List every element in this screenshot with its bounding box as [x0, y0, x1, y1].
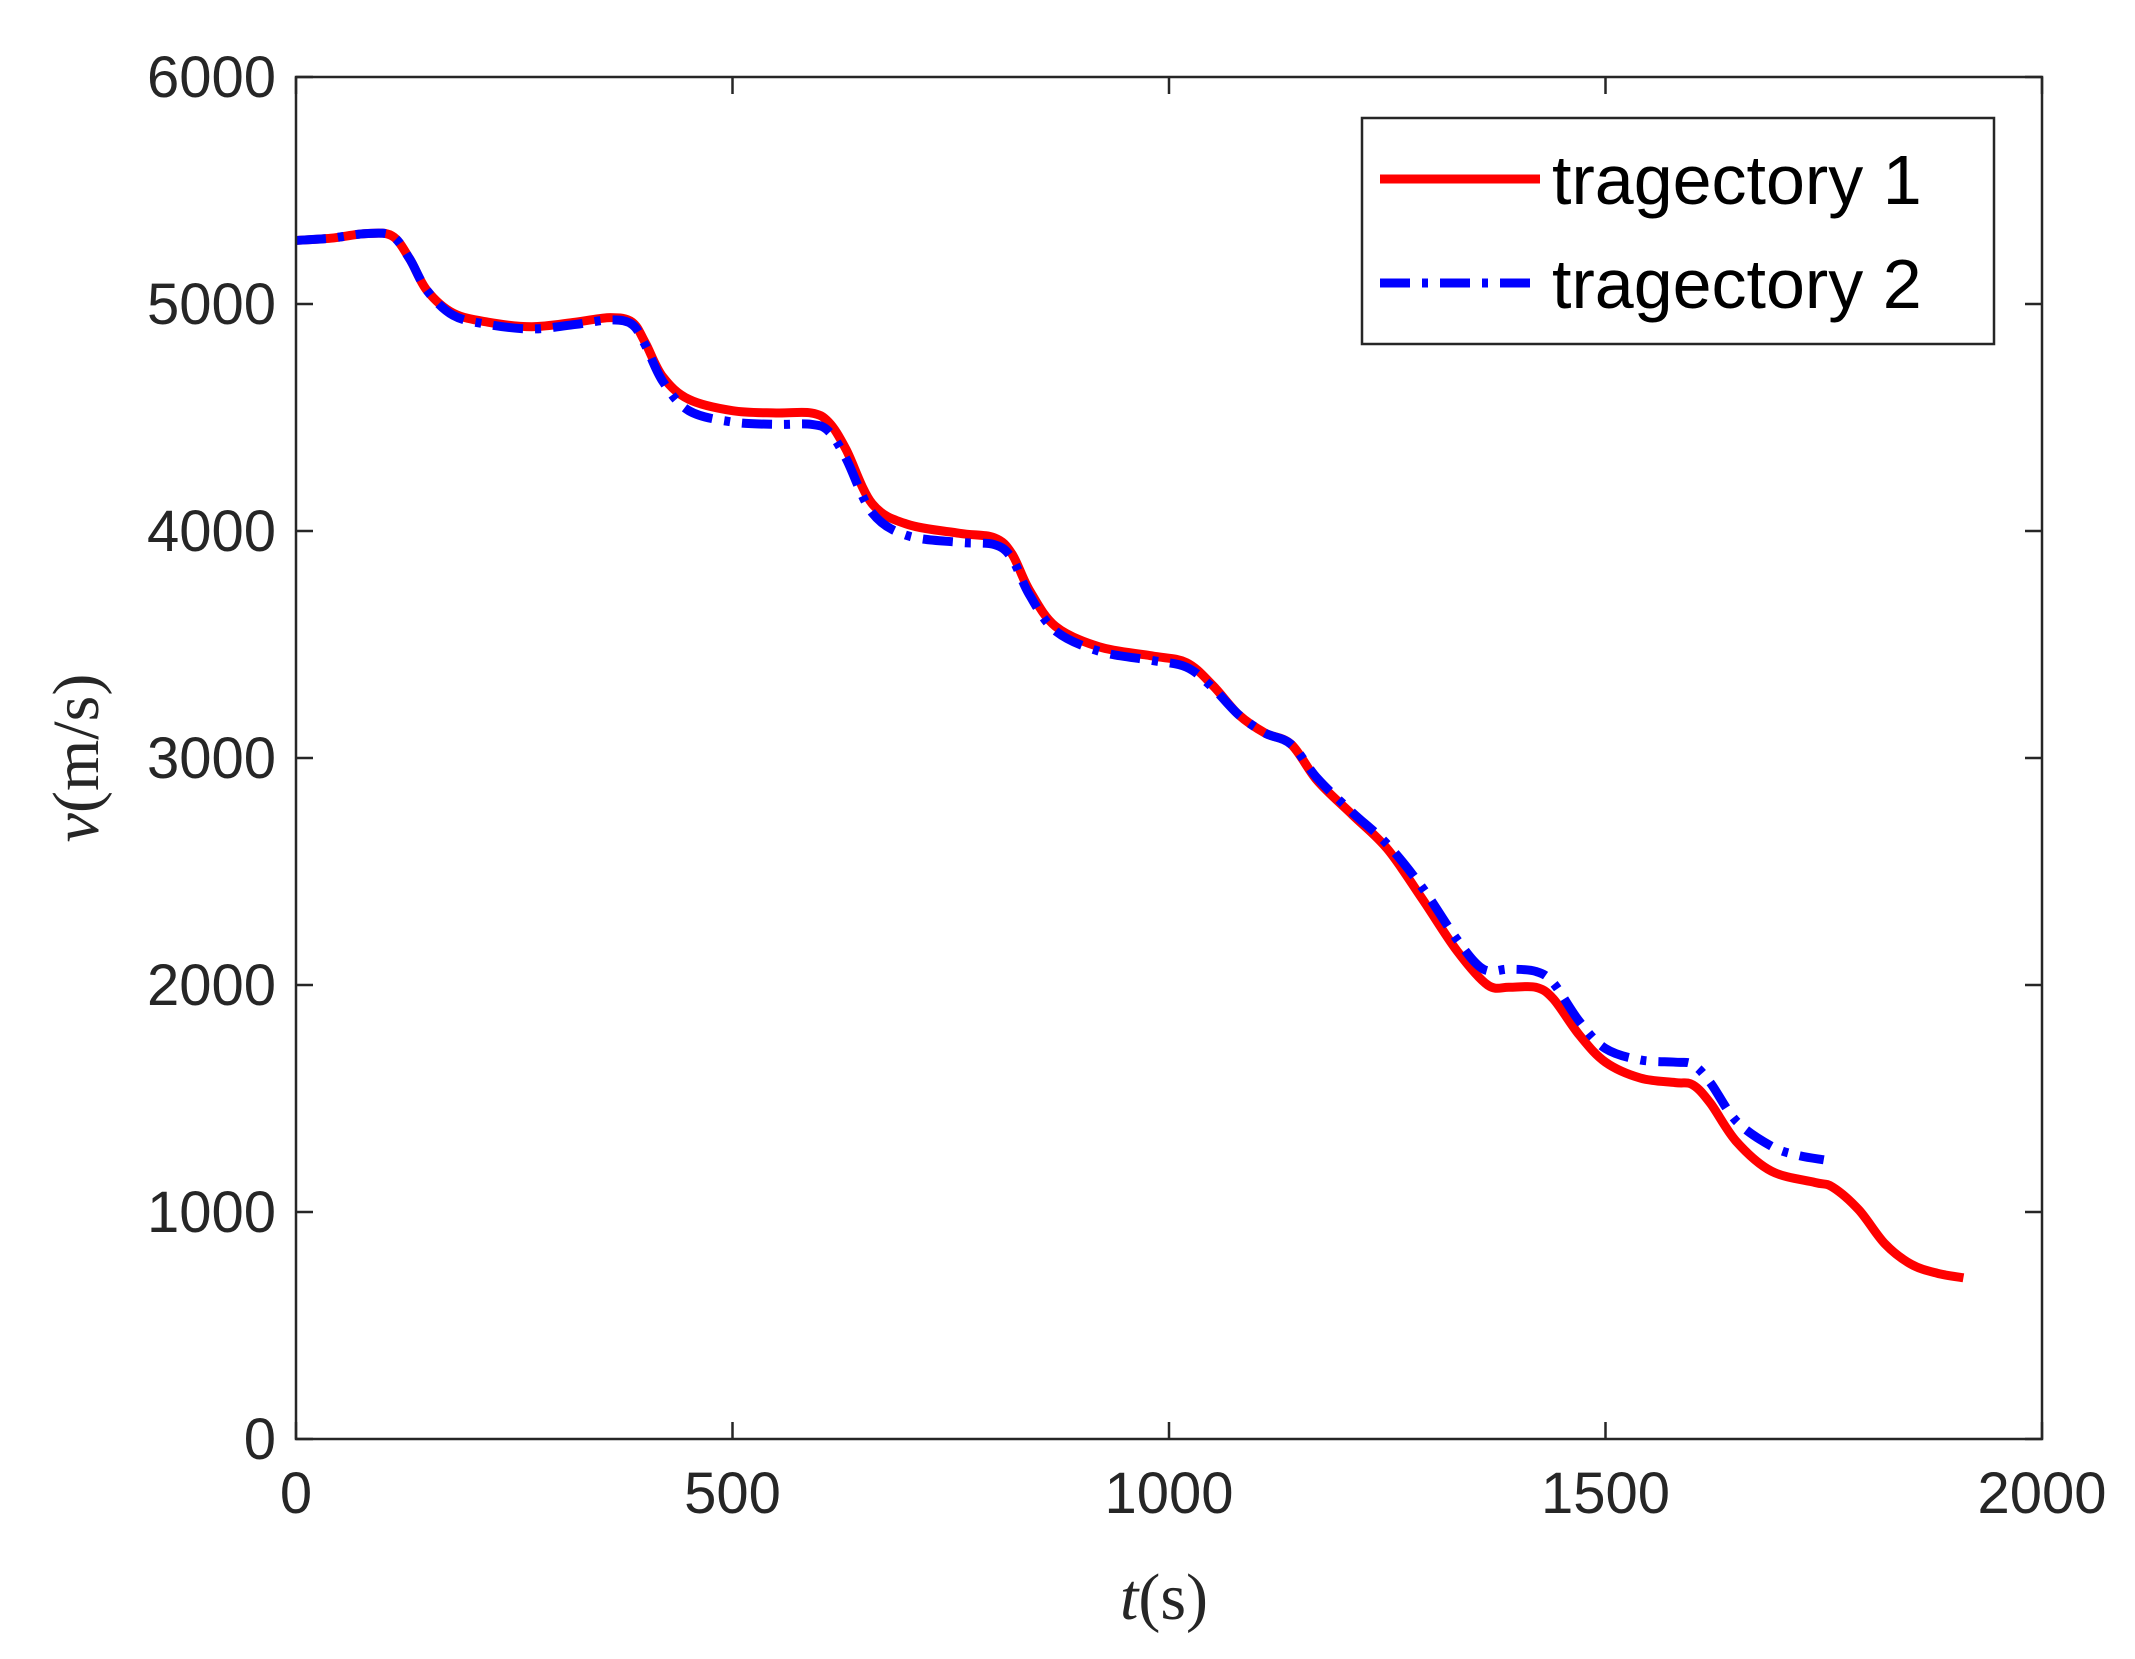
x-tick-label-500: 500: [684, 1461, 781, 1526]
y-tick-label-5000: 5000: [147, 272, 276, 337]
legend-box: [1360, 116, 1996, 346]
y-tick-label-3000: 3000: [147, 726, 276, 791]
legend-label-tragectory-1: tragectory 1: [1552, 141, 1922, 219]
y-tick-label-0: 0: [244, 1407, 276, 1472]
series-layer: [295, 228, 1965, 1283]
series-line-1: [295, 228, 1965, 1283]
legend-label-tragectory-2: tragectory 2: [1552, 245, 1922, 323]
legend: tragectory 1 tragectory 2: [1360, 116, 1996, 346]
y-tick-label-2000: 2000: [147, 953, 276, 1018]
y-axis-label: v(m/s): [40, 674, 113, 843]
y-axis-unit: (m/s): [40, 674, 113, 813]
x-tick-label-1000: 1000: [1104, 1461, 1233, 1526]
y-tick-label-4000: 4000: [147, 499, 276, 564]
x-tick-label-1500: 1500: [1541, 1461, 1670, 1526]
x-tick-label-0: 0: [280, 1461, 312, 1526]
y-axis-symbol: v: [40, 812, 113, 842]
plot-frame: [294, 75, 2044, 1441]
x-axis-label: t(s): [1120, 1561, 1208, 1634]
x-axis-unit: (s): [1138, 1561, 1208, 1634]
y-tick-label-6000: 6000: [147, 45, 276, 110]
y-tick-label-1000: 1000: [147, 1180, 276, 1245]
x-axis-symbol: t: [1120, 1561, 1140, 1634]
tick-labels: 0 500 1000 1500 2000 0 1000 2000 3000 4000 5000 600…: [147, 45, 2107, 1526]
x-tick-label-2000: 2000: [1977, 1461, 2106, 1526]
series-line-2: [295, 228, 1825, 1165]
